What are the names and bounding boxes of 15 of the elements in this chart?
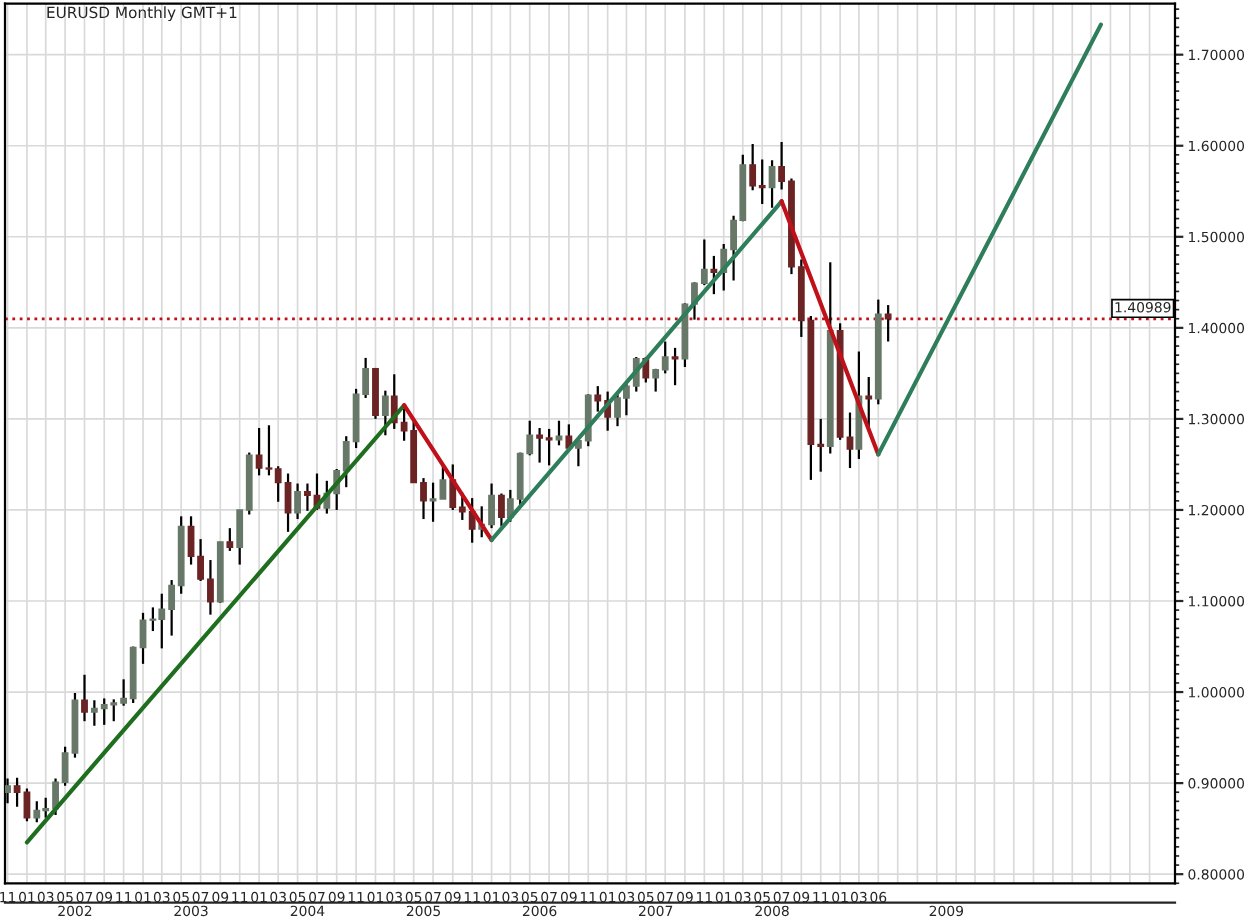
candlestick [33, 800, 41, 824]
candlestick [381, 389, 389, 437]
candlestick [439, 464, 447, 501]
candlestick [226, 527, 234, 553]
candlestick [884, 303, 892, 343]
candlestick [429, 481, 437, 523]
candlestick [671, 346, 679, 387]
candlestick [555, 419, 563, 447]
candlestick [865, 375, 873, 430]
candlestick [13, 776, 21, 808]
candlestick [498, 492, 505, 528]
candlestick [81, 673, 88, 723]
candlestick [372, 366, 379, 421]
candlestick [710, 254, 718, 296]
candlestick [294, 482, 301, 521]
